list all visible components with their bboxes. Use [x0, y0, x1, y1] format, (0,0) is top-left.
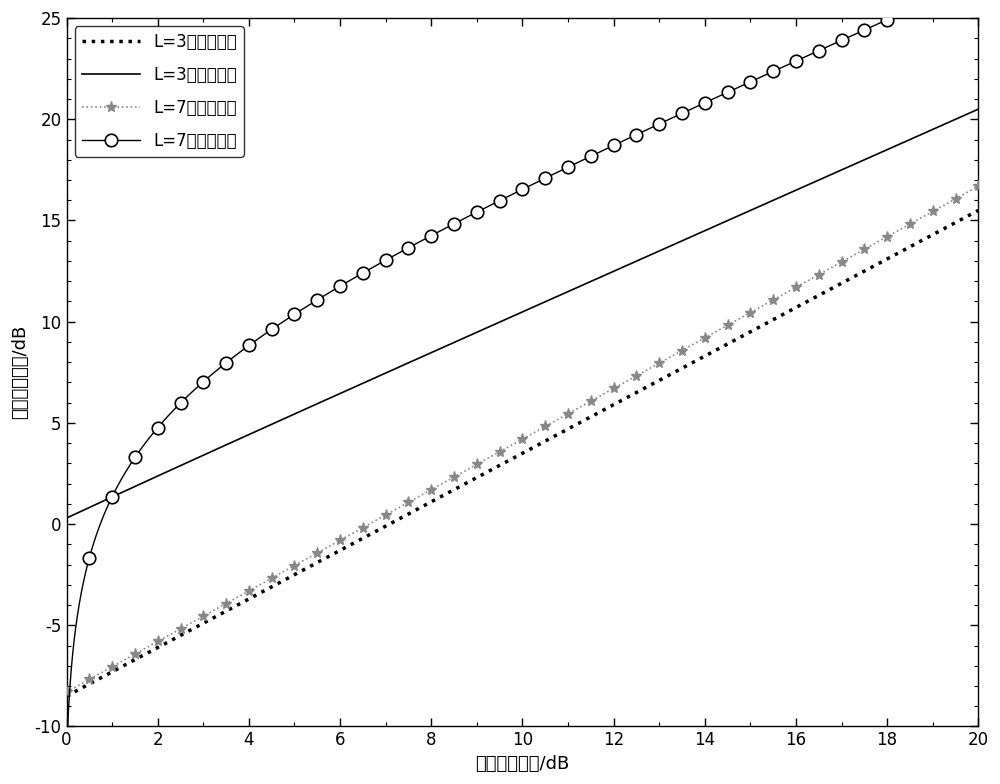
L=3时放大转发: [972, 205, 984, 215]
L=3时放大转发: [945, 220, 957, 230]
L=3时放大转发: [480, 468, 492, 477]
X-axis label: 总信噪比约束/dB: 总信噪比约束/dB: [475, 755, 570, 773]
L=3时放大转发: [778, 309, 790, 318]
Legend: L=3时放大转发, L=3时压缩转发, L=7时放大转发, L=7时压缩转发: L=3时放大转发, L=3时压缩转发, L=7时放大转发, L=7时压缩转发: [75, 27, 244, 157]
L=3时压缩转发: [972, 104, 984, 114]
L=3时压缩转发: [778, 191, 790, 200]
L=3时放大转发: [504, 456, 516, 465]
L=3时压缩转发: [61, 514, 73, 523]
L=3时压缩转发: [945, 116, 957, 125]
Y-axis label: 接收端信噪比/dB: 接收端信噪比/dB: [11, 325, 29, 419]
L=3时放大转发: [61, 691, 73, 701]
L=3时压缩转发: [504, 313, 516, 322]
L=3时压缩转发: [107, 492, 119, 501]
L=3时压缩转发: [946, 116, 958, 125]
Line: L=3时压缩转发: L=3时压缩转发: [67, 109, 978, 518]
L=3时放大转发: [946, 220, 958, 229]
Line: L=3时放大转发: L=3时放大转发: [67, 210, 978, 696]
L=3时放大转发: [107, 666, 119, 676]
L=3时压缩转发: [480, 324, 492, 333]
